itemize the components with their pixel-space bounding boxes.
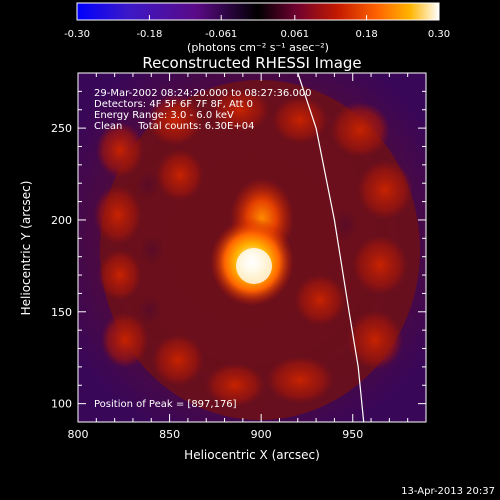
y-tick-label: 250	[51, 122, 72, 135]
x-tick-label: 850	[159, 428, 180, 441]
x-tick-label: 800	[68, 428, 89, 441]
axis-ticks: 800 850 900 950 100 150 200 250	[51, 72, 427, 441]
info-line: Clean Total counts: 6.30E+04	[94, 121, 254, 132]
heatmap-image	[78, 73, 426, 422]
colorbar-unit-label: (photons cm⁻² s⁻¹ asec⁻²)	[187, 41, 329, 54]
colorbar-ticks: -0.30 -0.18 -0.061 0.061 0.18 0.30	[64, 15, 450, 40]
info-text: 29-Mar-2002 08:24:20.000 to 08:27:36.000…	[94, 88, 312, 132]
y-tick-label: 100	[51, 398, 72, 411]
x-tick-label: 950	[342, 428, 363, 441]
colorbar-tick-label: 0.18	[355, 29, 377, 40]
colorbar-tick-label: 0.061	[280, 29, 309, 40]
colorbar-tick-label: -0.18	[136, 29, 162, 40]
y-axis-label: Heliocentric Y (arcsec)	[19, 181, 33, 316]
footer-date: 13-Apr-2013 20:37	[401, 486, 495, 497]
info-line: Energy Range: 3.0 - 6.0 keV	[94, 110, 234, 121]
plot-frame	[77, 72, 427, 423]
x-tick-label: 900	[251, 428, 272, 441]
colorbar-tick-label: -0.061	[205, 29, 237, 40]
colorbar-tick-label: 0.30	[428, 29, 450, 40]
chart-title: Reconstructed RHESSI Image	[142, 54, 361, 72]
peak-label: Position of Peak = [897,176]	[94, 399, 237, 410]
info-line: 29-Mar-2002 08:24:20.000 to 08:27:36.000	[94, 88, 312, 99]
y-tick-label: 150	[51, 306, 72, 319]
colorbar	[76, 2, 440, 21]
y-tick-label: 200	[51, 214, 72, 227]
info-line: Detectors: 4F 5F 6F 7F 8F, Att 0	[94, 99, 253, 110]
solar-limb-curve	[297, 73, 365, 422]
colorbar-tick-label: -0.30	[64, 29, 90, 40]
x-axis-label: Heliocentric X (arcsec)	[184, 448, 320, 462]
